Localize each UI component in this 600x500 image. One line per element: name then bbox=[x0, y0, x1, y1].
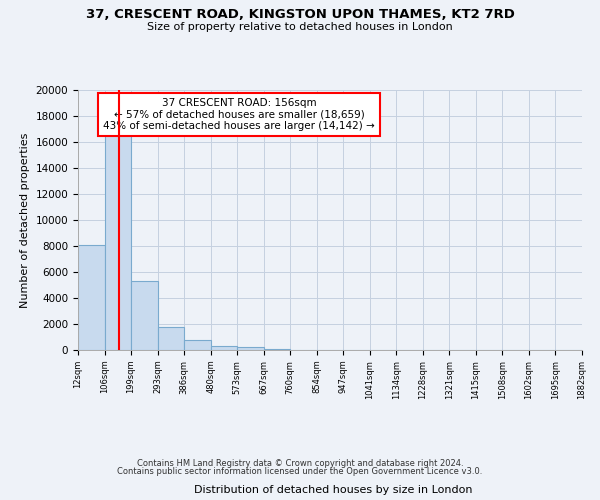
Bar bbox=[211, 346, 237, 350]
Bar bbox=[78, 244, 104, 350]
Bar bbox=[104, 136, 131, 350]
Bar bbox=[263, 348, 290, 350]
Bar bbox=[131, 281, 158, 350]
Text: 37 CRESCENT ROAD: 156sqm
← 57% of detached houses are smaller (18,659)
43% of se: 37 CRESCENT ROAD: 156sqm ← 57% of detach… bbox=[103, 98, 375, 131]
Text: Distribution of detached houses by size in London: Distribution of detached houses by size … bbox=[194, 485, 472, 495]
Y-axis label: Number of detached properties: Number of detached properties bbox=[20, 132, 30, 308]
Text: Size of property relative to detached houses in London: Size of property relative to detached ho… bbox=[147, 22, 453, 32]
Bar bbox=[184, 340, 211, 350]
Bar bbox=[158, 326, 184, 350]
Text: 37, CRESCENT ROAD, KINGSTON UPON THAMES, KT2 7RD: 37, CRESCENT ROAD, KINGSTON UPON THAMES,… bbox=[86, 8, 514, 20]
Bar bbox=[237, 348, 263, 350]
Text: Contains HM Land Registry data © Crown copyright and database right 2024.: Contains HM Land Registry data © Crown c… bbox=[137, 458, 463, 468]
Text: Contains public sector information licensed under the Open Government Licence v3: Contains public sector information licen… bbox=[118, 467, 482, 476]
